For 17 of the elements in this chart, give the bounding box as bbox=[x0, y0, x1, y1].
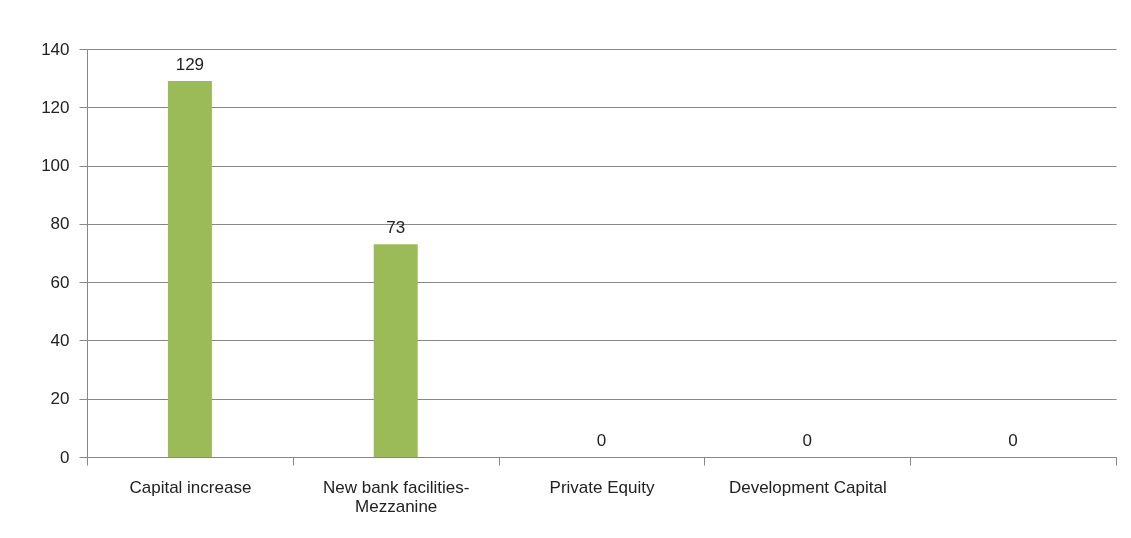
data-label: 0 bbox=[596, 431, 607, 450]
y-tick-label: 140 bbox=[41, 39, 70, 59]
data-label: 0 bbox=[1008, 431, 1018, 450]
y-tick-label: 80 bbox=[50, 214, 70, 234]
data-label: 129 bbox=[175, 55, 205, 75]
y-tick-label: 100 bbox=[41, 156, 70, 176]
y-tick-label: 120 bbox=[41, 97, 70, 117]
data-label: 73 bbox=[386, 218, 406, 238]
y-tick-label: 20 bbox=[50, 389, 70, 409]
x-tick-label: Development Capital bbox=[728, 477, 887, 497]
x-tick-label: Capital increase bbox=[129, 477, 252, 497]
x-tick-label: New bank facilities-Mezzanine bbox=[322, 477, 470, 516]
y-tick-label: 60 bbox=[50, 272, 70, 292]
data-label: 0 bbox=[802, 431, 813, 450]
x-tick-label: Private Equity bbox=[549, 477, 655, 497]
y-tick-label: 0 bbox=[60, 447, 70, 467]
y-tick-label: 40 bbox=[50, 330, 70, 350]
